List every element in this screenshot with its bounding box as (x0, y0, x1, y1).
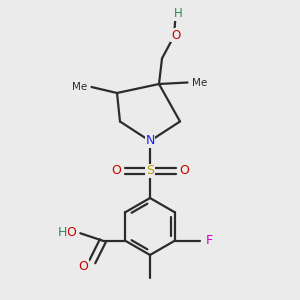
Text: S: S (146, 164, 154, 178)
Text: H: H (58, 226, 67, 239)
Text: N: N (145, 134, 155, 148)
Text: O: O (171, 28, 180, 42)
Text: O: O (179, 164, 189, 178)
Text: Me: Me (72, 82, 87, 92)
Text: O: O (66, 226, 76, 239)
Text: F: F (206, 234, 213, 247)
Text: Me: Me (192, 77, 207, 88)
Text: O: O (78, 260, 88, 273)
Text: H: H (174, 7, 183, 20)
Text: O: O (111, 164, 121, 178)
